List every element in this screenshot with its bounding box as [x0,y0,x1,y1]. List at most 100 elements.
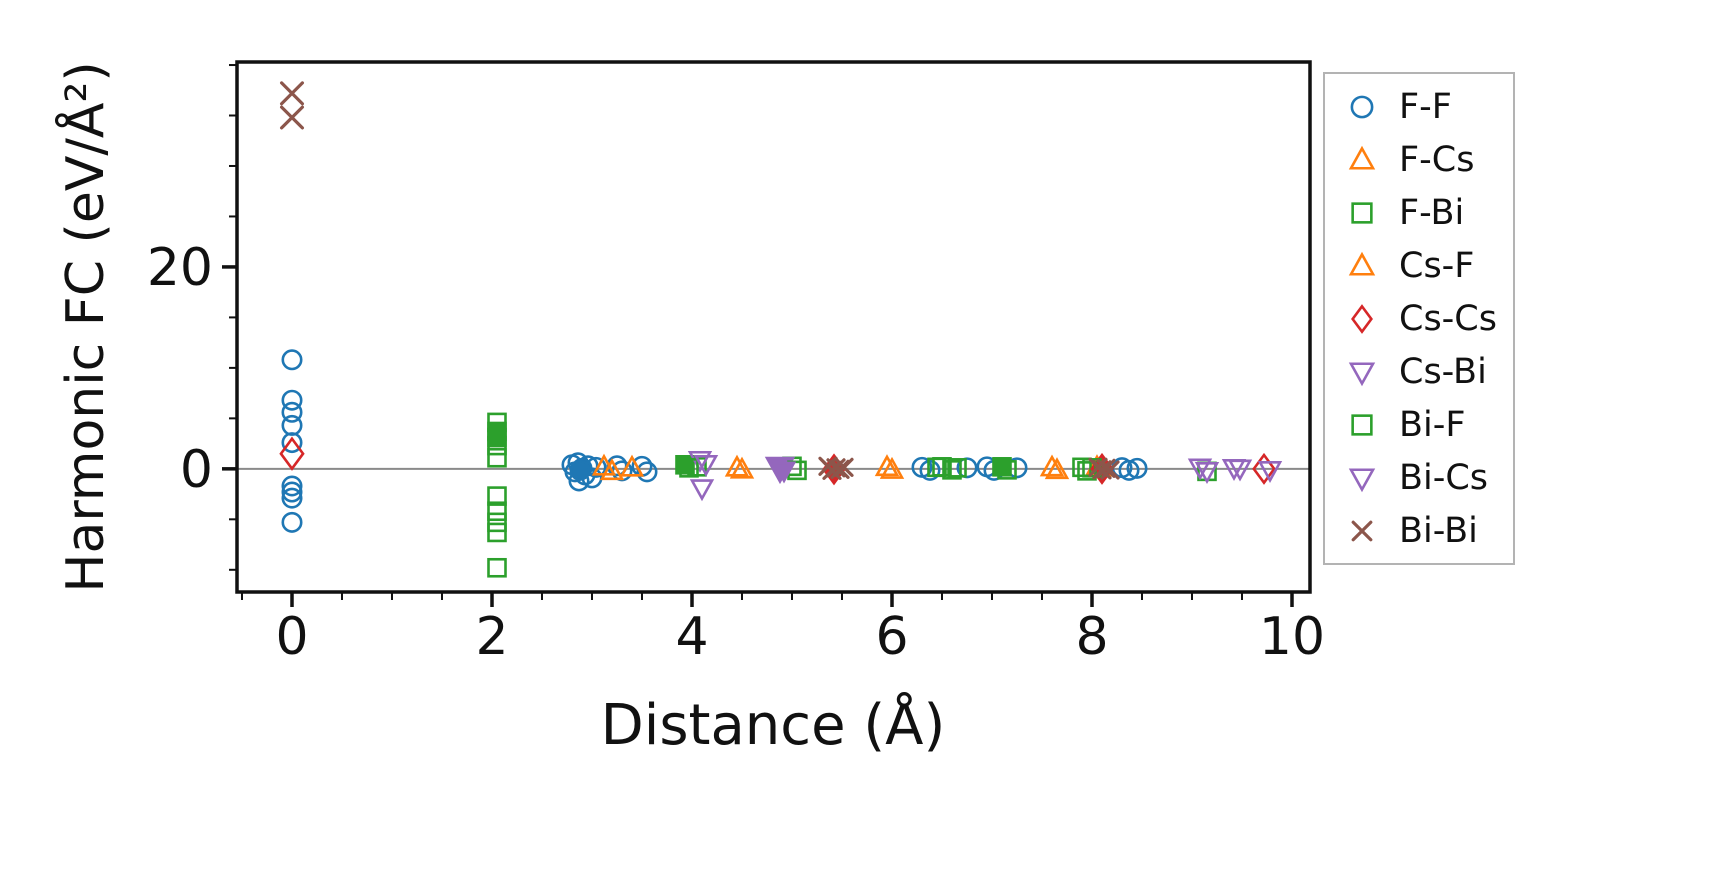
data-point [487,486,507,506]
data-point [679,458,699,478]
legend-label: Cs-Cs [1399,298,1497,339]
data-point [280,81,304,106]
data-point [879,456,905,479]
data-point [599,458,625,481]
data-point [281,511,303,533]
data-point [1187,458,1213,481]
data-point [281,414,303,436]
legend-entry-f-cs: F-Cs [1337,133,1497,186]
data-point [487,512,507,533]
y-tick-label: 0 [180,440,213,500]
legend-marker-square-icon [1351,413,1373,436]
series-f-f [281,349,1148,533]
legend-label: Bi-F [1399,404,1466,445]
data-point [932,457,952,477]
data-point [1039,454,1065,477]
legend-marker-shape [1348,251,1376,276]
legend-marker-diamond-icon [1351,303,1373,334]
data-point [281,481,303,503]
legend-label: F-Bi [1399,192,1465,233]
data-point [636,461,658,483]
data-point [1092,460,1112,480]
x-tick-label: 2 [475,607,508,667]
legend-marker-shape [1348,361,1376,386]
legend-marker-shape [1351,520,1373,541]
data-point [1118,459,1140,481]
x-tick-label: 10 [1259,607,1325,667]
legend-label: Bi-Cs [1399,457,1489,498]
series-bi-cs [693,454,1283,485]
legend-entry-cs-f: Cs-F [1337,239,1497,292]
data-point [834,457,854,477]
legend-marker-shape [1351,201,1373,224]
data-point [281,487,303,509]
x-axis-label: Distance (Å) [600,693,946,758]
data-point [280,105,304,130]
legend-entry-bi-f: Bi-F [1337,398,1497,451]
data-point [1126,457,1148,479]
data-point [569,459,591,481]
data-point [281,401,303,423]
data-point [771,461,797,484]
legend-label: Cs-F [1399,245,1475,286]
x-tick-label: 0 [275,607,308,667]
legend-marker-x-icon [1351,520,1373,541]
series-f-bi [487,412,1217,578]
legend-marker-triangle-down-icon [1348,467,1376,492]
data-point [281,475,303,497]
data-point [956,457,978,479]
data-point [997,460,1017,480]
x-tick-label: 4 [675,607,708,667]
data-point [281,432,303,454]
data-point [1072,457,1092,478]
data-point [693,454,719,477]
legend-marker-square-icon [1351,201,1373,224]
data-point [942,460,962,480]
legend-entry-f-bi: F-Bi [1337,186,1497,239]
legend-entry-bi-cs: Bi-Cs [1337,451,1497,504]
y-axis-label: Harmonic FC (eV/Å²) [56,61,116,593]
data-point [1252,452,1276,485]
data-point [487,447,507,468]
data-point [1257,461,1283,484]
data-point [281,389,303,411]
data-point [947,458,967,478]
data-point [729,456,755,479]
legend-entry-cs-bi: Cs-Bi [1337,345,1497,398]
data-point [281,349,303,371]
legend-marker-circle-icon [1350,95,1374,118]
x-tick-label: 8 [1075,607,1108,667]
data-point [487,501,507,522]
legend-marker-triangle-down-icon [1348,361,1376,386]
legend-marker-shape [1348,145,1376,170]
legend-entry-bi-bi: Bi-Bi [1337,504,1497,557]
legend-items: F-F F-Cs F-Bi Cs-F Cs-Cs Cs-Bi Bi-F Bi-Cs Bi-Bi [1337,80,1497,557]
data-point [487,522,507,543]
data-point [1096,458,1116,478]
data-point [919,459,941,481]
legend-label: Cs-Bi [1399,351,1487,392]
legend-entry-f-f: F-F [1337,80,1497,133]
legend-label: F-F [1399,86,1452,127]
data-point [279,436,305,471]
legend-marker-triangle-up-icon [1348,251,1376,276]
legend-marker-triangle-up-icon [1348,145,1376,170]
data-point [487,435,507,456]
x-tick-label: 6 [875,607,908,667]
data-point [619,454,645,477]
plot-frame [235,60,1312,594]
data-point [1227,459,1253,482]
data-point [687,450,713,473]
data-point [874,454,900,477]
data-point [724,454,750,477]
y-tick-label: 20 [147,238,213,298]
series-bi-bi [280,81,1120,480]
legend-marker-shape [1351,413,1373,436]
legend-marker-shape [1348,467,1376,492]
legend-label: F-Cs [1399,139,1475,180]
legend: F-F F-Cs F-Bi Cs-F Cs-Cs Cs-Bi Bi-F Bi-Cs Bi-Bi [1323,72,1515,565]
legend-entry-cs-cs: Cs-Cs [1337,292,1497,345]
data-point [487,557,507,578]
